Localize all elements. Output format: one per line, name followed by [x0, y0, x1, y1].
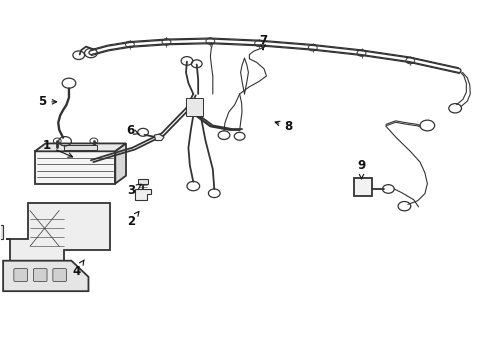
Polygon shape [154, 134, 163, 140]
Text: 8: 8 [275, 120, 292, 133]
Text: 3: 3 [127, 184, 141, 197]
Text: 7: 7 [259, 33, 266, 50]
Text: 2: 2 [127, 211, 139, 228]
Text: 1: 1 [43, 139, 72, 157]
Text: 5: 5 [38, 95, 57, 108]
FancyBboxPatch shape [33, 269, 47, 282]
Text: 6: 6 [125, 124, 139, 137]
FancyBboxPatch shape [14, 269, 27, 282]
Polygon shape [115, 143, 126, 184]
Polygon shape [5, 203, 110, 261]
FancyBboxPatch shape [353, 178, 371, 196]
Text: 9: 9 [357, 159, 365, 179]
FancyBboxPatch shape [64, 145, 96, 149]
Polygon shape [3, 261, 88, 291]
Text: 4: 4 [72, 260, 84, 278]
Polygon shape [135, 189, 151, 200]
Polygon shape [0, 225, 3, 239]
Polygon shape [35, 151, 115, 184]
FancyBboxPatch shape [53, 269, 66, 282]
FancyBboxPatch shape [185, 98, 202, 116]
Polygon shape [35, 143, 126, 151]
FancyBboxPatch shape [138, 179, 148, 184]
